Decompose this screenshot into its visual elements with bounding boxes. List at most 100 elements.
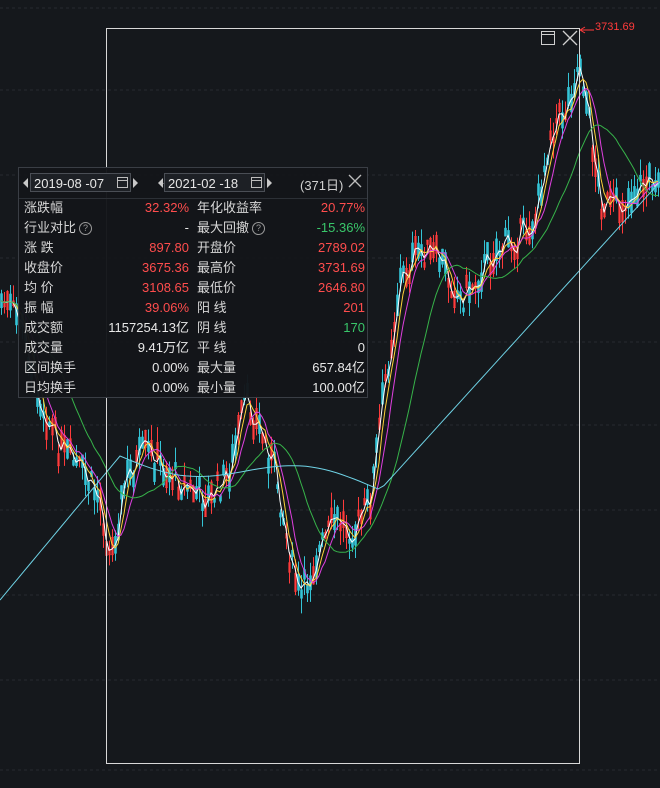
candle-body [174, 462, 177, 470]
candle-body [180, 489, 183, 500]
candle-body [543, 165, 546, 173]
range-statistics-panel: 2019-08 -07 - 2021-02 -18 (371日) 涨跌幅 32.3… [18, 167, 368, 398]
candle-body [198, 477, 201, 488]
candle-body [414, 236, 417, 255]
stat-label: 成交量 [24, 340, 64, 355]
max-price-arrow [579, 26, 586, 34]
candle-body [633, 186, 636, 205]
candle-body [177, 486, 180, 500]
stat-value: 20.77% [320, 200, 365, 215]
candle-body [252, 420, 255, 440]
candle-body [207, 485, 210, 502]
candle-body [435, 235, 438, 254]
candle-body [3, 301, 6, 308]
stat-value: 9.41万亿 [137, 340, 189, 355]
candle-body [366, 489, 369, 505]
stats-row: 日均换手 0.00% 最小量 100.00亿 [19, 378, 367, 398]
candle-body [135, 450, 138, 462]
start-next-arrow-icon[interactable] [133, 178, 138, 188]
candle-body [468, 281, 471, 304]
candle-body [600, 208, 603, 220]
candle-body [549, 130, 552, 141]
candle-body [351, 538, 354, 548]
candle-body [492, 253, 495, 274]
candle-body [483, 254, 486, 263]
candle-body [144, 429, 147, 448]
stat-label: 最低价 [197, 280, 237, 295]
stat-value: 3675.36 [142, 260, 189, 275]
ma5-line [0, 65, 659, 590]
stat-value: 657.84亿 [312, 360, 365, 375]
candle-body [222, 464, 225, 476]
candle-body [348, 539, 351, 544]
end-next-arrow-icon[interactable] [267, 178, 272, 188]
stat-label: 最大回撤? [197, 218, 266, 238]
candle-body [288, 562, 291, 573]
start-date-field[interactable]: 2019-08 -07 [30, 173, 131, 192]
candle-body [591, 147, 594, 162]
stat-value: 170 [343, 320, 365, 335]
candle-body [57, 453, 60, 467]
calendar-icon[interactable] [117, 177, 128, 188]
candle-body [45, 418, 48, 440]
ma60-line [0, 124, 658, 553]
stats-row: 成交量 9.41万亿平 线 0 [19, 338, 367, 358]
candle-body [153, 462, 156, 482]
candle-body [630, 191, 633, 213]
stats-row: 涨 跌 897.80 开盘价 2789.02 [19, 238, 367, 258]
window-maximize-icon[interactable] [541, 31, 555, 45]
stat-label: 最大量 [197, 360, 237, 375]
candle-body [627, 188, 630, 209]
end-date-value: 2021-02 -18 [168, 176, 239, 191]
candle-body [300, 589, 303, 599]
stat-value: 100.00亿 [312, 380, 365, 395]
candle-body [423, 262, 426, 268]
candle-body [519, 218, 522, 224]
end-prev-arrow-icon[interactable] [158, 178, 163, 188]
candle-body [402, 265, 405, 273]
candle-body [576, 67, 579, 72]
candle-body [528, 226, 531, 245]
close-selection-icon[interactable] [561, 29, 579, 47]
calendar-icon[interactable] [251, 177, 262, 188]
stat-label: 日均换手 [24, 380, 77, 395]
candle-body [36, 396, 39, 407]
candle-body [204, 498, 207, 518]
start-prev-arrow-icon[interactable] [23, 178, 28, 188]
max-price-label: 3731.69 [595, 21, 635, 33]
end-date-field[interactable]: 2021-02 -18 [164, 173, 265, 192]
candle-body [504, 227, 507, 237]
candle-body [486, 242, 489, 261]
stat-value: 2789.02 [318, 240, 365, 255]
stat-label: 阳 线 [197, 300, 227, 315]
candle-body [267, 457, 270, 474]
candle-body [171, 475, 174, 490]
stats-row: 涨跌幅 32.32% 年化收益率 20.77% [19, 198, 367, 218]
candle-body [399, 267, 402, 283]
stat-label: 收盘价 [24, 260, 64, 275]
stat-label: 振 幅 [24, 300, 54, 315]
candle-body [306, 584, 309, 594]
candle-body [558, 102, 561, 112]
stats-row: 成交额 1157254.13亿阴 线 170 [19, 318, 367, 338]
candle-body [357, 509, 360, 517]
stat-label: 最小量 [197, 380, 237, 395]
stat-label: 开盘价 [197, 240, 237, 255]
candle-body [384, 374, 387, 381]
candle-body [324, 531, 327, 539]
candle-body [489, 261, 492, 276]
stat-value: 2646.80 [318, 280, 365, 295]
help-icon[interactable]: ? [79, 222, 93, 235]
help-icon[interactable]: ? [252, 222, 266, 235]
stat-label: 最高价 [197, 260, 237, 275]
candle-body [87, 481, 90, 491]
candle-body [147, 440, 150, 452]
candle-body [162, 468, 165, 486]
candle-body [336, 506, 339, 521]
stat-value: 0.00% [152, 380, 189, 395]
close-panel-icon[interactable] [348, 174, 362, 188]
candle-body [363, 498, 366, 506]
candle-body [330, 507, 333, 524]
candle-body [66, 439, 69, 459]
ma120-line [0, 181, 660, 601]
